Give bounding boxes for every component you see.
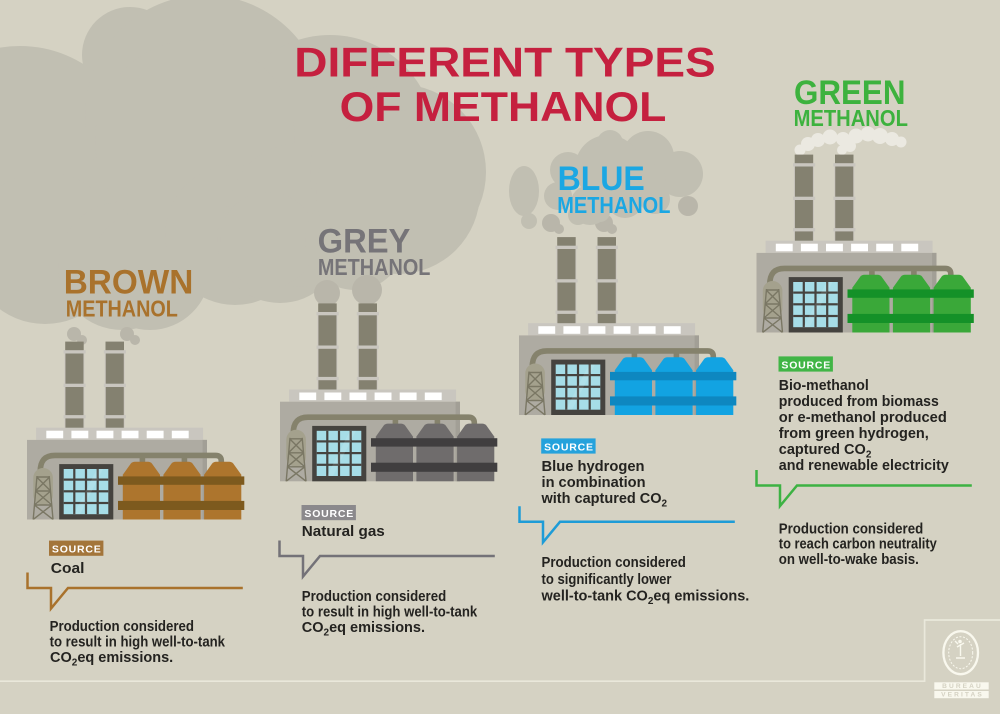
svg-text:SOURCE: SOURCE (304, 508, 354, 520)
svg-text:Production considered: Production considered (779, 521, 923, 537)
svg-text:well-to-tank CO2eq emissions.: well-to-tank CO2eq emissions. (541, 588, 750, 607)
svg-text:SOURCE: SOURCE (781, 359, 831, 371)
svg-text:METHANOL: METHANOL (318, 254, 431, 280)
svg-text:Natural gas: Natural gas (302, 524, 385, 540)
svg-text:VERITAS: VERITAS (941, 692, 984, 699)
svg-text:produced from biomass: produced from biomass (779, 394, 939, 410)
svg-text:SOURCE: SOURCE (52, 544, 102, 556)
svg-text:BLUE: BLUE (558, 160, 645, 198)
svg-text:METHANOL: METHANOL (794, 105, 908, 131)
svg-text:GREEN: GREEN (794, 74, 906, 112)
svg-text:on well-to-wake basis.: on well-to-wake basis. (779, 552, 919, 568)
svg-text:and renewable electricity: and renewable electricity (779, 458, 949, 474)
svg-text:DIFFERENT TYPES: DIFFERENT TYPES (294, 39, 715, 86)
svg-text:Coal: Coal (51, 561, 85, 577)
svg-text:OF METHANOL: OF METHANOL (340, 83, 667, 130)
svg-text:in combination: in combination (542, 475, 646, 491)
svg-text:METHANOL: METHANOL (557, 192, 670, 218)
svg-text:CO2eq emissions.: CO2eq emissions. (302, 620, 425, 639)
svg-text:SOURCE: SOURCE (544, 441, 594, 453)
svg-text:Production considered: Production considered (50, 619, 194, 635)
svg-text:Blue hydrogen: Blue hydrogen (542, 459, 645, 475)
svg-text:with captured CO2: with captured CO2 (541, 491, 668, 510)
svg-text:from green hydrogen,: from green hydrogen, (779, 426, 929, 442)
svg-text:captured CO2: captured CO2 (779, 442, 872, 461)
svg-text:or e-methanol produced: or e-methanol produced (779, 410, 947, 426)
svg-text:BUREAU: BUREAU (942, 683, 983, 690)
svg-text:Bio-methanol: Bio-methanol (779, 378, 869, 394)
svg-text:BROWN: BROWN (64, 264, 194, 302)
svg-text:to reach carbon neutrality: to reach carbon neutrality (779, 537, 937, 553)
svg-text:Production considered: Production considered (542, 555, 686, 571)
svg-text:METHANOL: METHANOL (66, 296, 178, 322)
svg-text:CO2eq emissions.: CO2eq emissions. (50, 650, 173, 669)
svg-text:GREY: GREY (318, 223, 411, 261)
svg-text:to result in high well-to-tank: to result in high well-to-tank (302, 604, 478, 620)
svg-text:Production considered: Production considered (302, 589, 446, 605)
svg-text:to result in high well-to-tank: to result in high well-to-tank (50, 635, 226, 651)
svg-text:to significantly lower: to significantly lower (542, 572, 672, 588)
